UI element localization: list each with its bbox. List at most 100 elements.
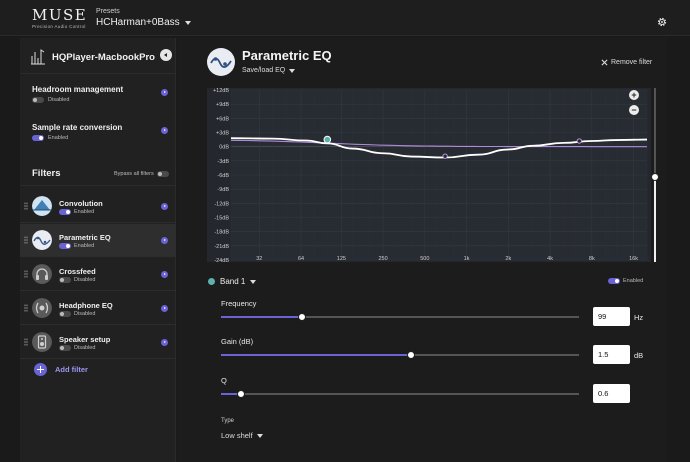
- drag-handle-icon[interactable]: [24, 202, 28, 210]
- band-enabled-toggle-row[interactable]: Enabled: [608, 278, 643, 284]
- range-slider-handle[interactable]: [651, 173, 659, 181]
- filter-chevron-icon[interactable]: [161, 305, 168, 312]
- save-load-eq-menu[interactable]: Save/load EQ: [242, 67, 296, 74]
- add-filter-button[interactable]: Add filter: [34, 363, 88, 376]
- y-tick-label: +3dB: [216, 131, 229, 137]
- y-tick-label: -15dB: [214, 216, 229, 222]
- filter-status: Disabled: [74, 345, 96, 351]
- q-slider-handle[interactable]: [236, 390, 245, 398]
- q-slider-fill: [221, 393, 241, 395]
- filter-item-crossfeed[interactable]: Crossfeed Disabled: [20, 258, 176, 291]
- filter-status-row: Enabled: [59, 209, 94, 215]
- drag-handle-icon[interactable]: [24, 338, 28, 346]
- band-color-dot: [208, 278, 215, 285]
- filter-toggle[interactable]: [59, 345, 71, 351]
- filter-chevron-icon[interactable]: [161, 339, 168, 346]
- headroom-setting[interactable]: Headroom management Disabled: [32, 85, 172, 103]
- x-tick-label: 500: [420, 256, 429, 262]
- y-tick-label: -3dB: [217, 159, 229, 165]
- band-label: Band 1: [220, 277, 246, 286]
- band-selector[interactable]: Band 1: [208, 277, 257, 286]
- preset-name: HCHarman+0Bass: [96, 17, 180, 28]
- filter-status: Enabled: [74, 209, 95, 215]
- bypass-toggle[interactable]: [156, 171, 169, 177]
- filter-name: Speaker setup: [59, 335, 111, 344]
- band-enabled-toggle[interactable]: [608, 278, 620, 284]
- filter-item-speaker-setup[interactable]: Speaker setup Disabled: [20, 326, 176, 359]
- speaker-icon: [32, 332, 52, 352]
- filter-status: Disabled: [74, 311, 96, 317]
- filter-name: Parametric EQ: [59, 233, 111, 242]
- zoom-in-button[interactable]: +: [629, 90, 639, 100]
- add-filter-label: Add filter: [55, 365, 88, 374]
- filter-toggle[interactable]: [59, 209, 71, 215]
- chevron-down-icon: [289, 68, 296, 73]
- drag-handle-icon[interactable]: [24, 236, 28, 244]
- q-input[interactable]: 0.6: [593, 384, 630, 403]
- filter-chevron-icon[interactable]: [161, 271, 168, 278]
- filter-name: Crossfeed: [59, 267, 96, 276]
- y-tick-label: -18dB: [214, 230, 229, 236]
- remove-filter-button[interactable]: Remove filter: [601, 59, 652, 66]
- filter-toggle[interactable]: [59, 277, 71, 283]
- filter-status: Disabled: [74, 277, 96, 283]
- frequency-label: Frequency: [221, 299, 257, 308]
- close-icon: [601, 59, 608, 66]
- frequency-slider-handle[interactable]: [297, 313, 306, 321]
- zoom-out-button[interactable]: −: [629, 105, 639, 115]
- src-toggle[interactable]: [32, 135, 44, 141]
- drag-handle-icon[interactable]: [24, 270, 28, 278]
- eq-response-chart[interactable]: +12dB +9dB +6dB +3dB 0dB -3dB -6dB -9dB -12dB -15…: [207, 88, 651, 262]
- headroom-chevron-icon[interactable]: [161, 89, 168, 96]
- filter-type-select[interactable]: Low shelf: [221, 431, 263, 440]
- gain-label: Gain (dB): [221, 337, 254, 346]
- filter-status-row: Disabled: [59, 345, 95, 351]
- frequency-input[interactable]: 99: [593, 307, 630, 326]
- band-3-marker: [576, 138, 582, 144]
- presets-selector[interactable]: Presets HCHarman+0Bass: [96, 8, 191, 28]
- type-label: Type: [221, 418, 235, 424]
- src-setting[interactable]: Sample rate conversion Enabled: [32, 123, 172, 141]
- src-status: Enabled: [48, 135, 69, 141]
- filter-toggle[interactable]: [59, 311, 71, 317]
- headroom-title: Headroom management: [32, 85, 124, 94]
- x-tick-label: 250: [379, 256, 388, 262]
- headphone-eq-icon: [32, 298, 52, 318]
- y-tick-label: +6dB: [216, 116, 229, 122]
- gain-input[interactable]: 1.5: [593, 345, 630, 364]
- src-toggle-row: Enabled: [32, 135, 172, 141]
- filter-status-row: Disabled: [59, 277, 95, 283]
- bypass-all-filters[interactable]: Bypass all filters: [114, 171, 169, 177]
- frequency-slider[interactable]: [221, 313, 579, 321]
- src-chevron-icon[interactable]: [161, 127, 168, 134]
- gain-slider[interactable]: [221, 351, 579, 359]
- y-tick-label: 0dB: [219, 145, 229, 151]
- filter-item-headphone-eq[interactable]: Headphone EQ Disabled: [20, 292, 176, 325]
- headroom-toggle[interactable]: [32, 97, 44, 103]
- q-slider[interactable]: [221, 390, 579, 398]
- filter-chevron-icon[interactable]: [161, 203, 168, 210]
- filter-chevron-icon[interactable]: [161, 237, 168, 244]
- drag-handle-icon[interactable]: [24, 304, 28, 312]
- page-title: Parametric EQ: [242, 48, 332, 63]
- x-tick-label: 1k: [464, 256, 470, 262]
- x-tick-label: 64: [298, 256, 304, 262]
- gear-icon[interactable]: [656, 16, 668, 28]
- x-tick-label: 2k: [505, 256, 511, 262]
- filter-item-convolution[interactable]: Convolution Enabled: [20, 190, 176, 223]
- filter-item-parametric-eq[interactable]: Parametric EQ Enabled: [20, 224, 176, 257]
- chevron-down-icon: [250, 279, 257, 284]
- plus-icon: [34, 363, 47, 376]
- filter-name: Headphone EQ: [59, 301, 113, 310]
- collapse-sidebar-button[interactable]: [160, 49, 172, 61]
- src-title: Sample rate conversion: [32, 123, 123, 132]
- gain-slider-handle[interactable]: [406, 351, 415, 359]
- logo-tagline: Precision Audio Control: [32, 24, 86, 29]
- x-tick-label: 8k: [589, 256, 595, 262]
- frequency-unit: Hz: [634, 313, 644, 322]
- filter-type-value: Low shelf: [221, 431, 253, 440]
- gain-unit: dB: [634, 351, 644, 360]
- y-tick-label: -24dB: [214, 258, 229, 262]
- filter-toggle[interactable]: [59, 243, 71, 249]
- bypass-label: Bypass all filters: [114, 171, 154, 177]
